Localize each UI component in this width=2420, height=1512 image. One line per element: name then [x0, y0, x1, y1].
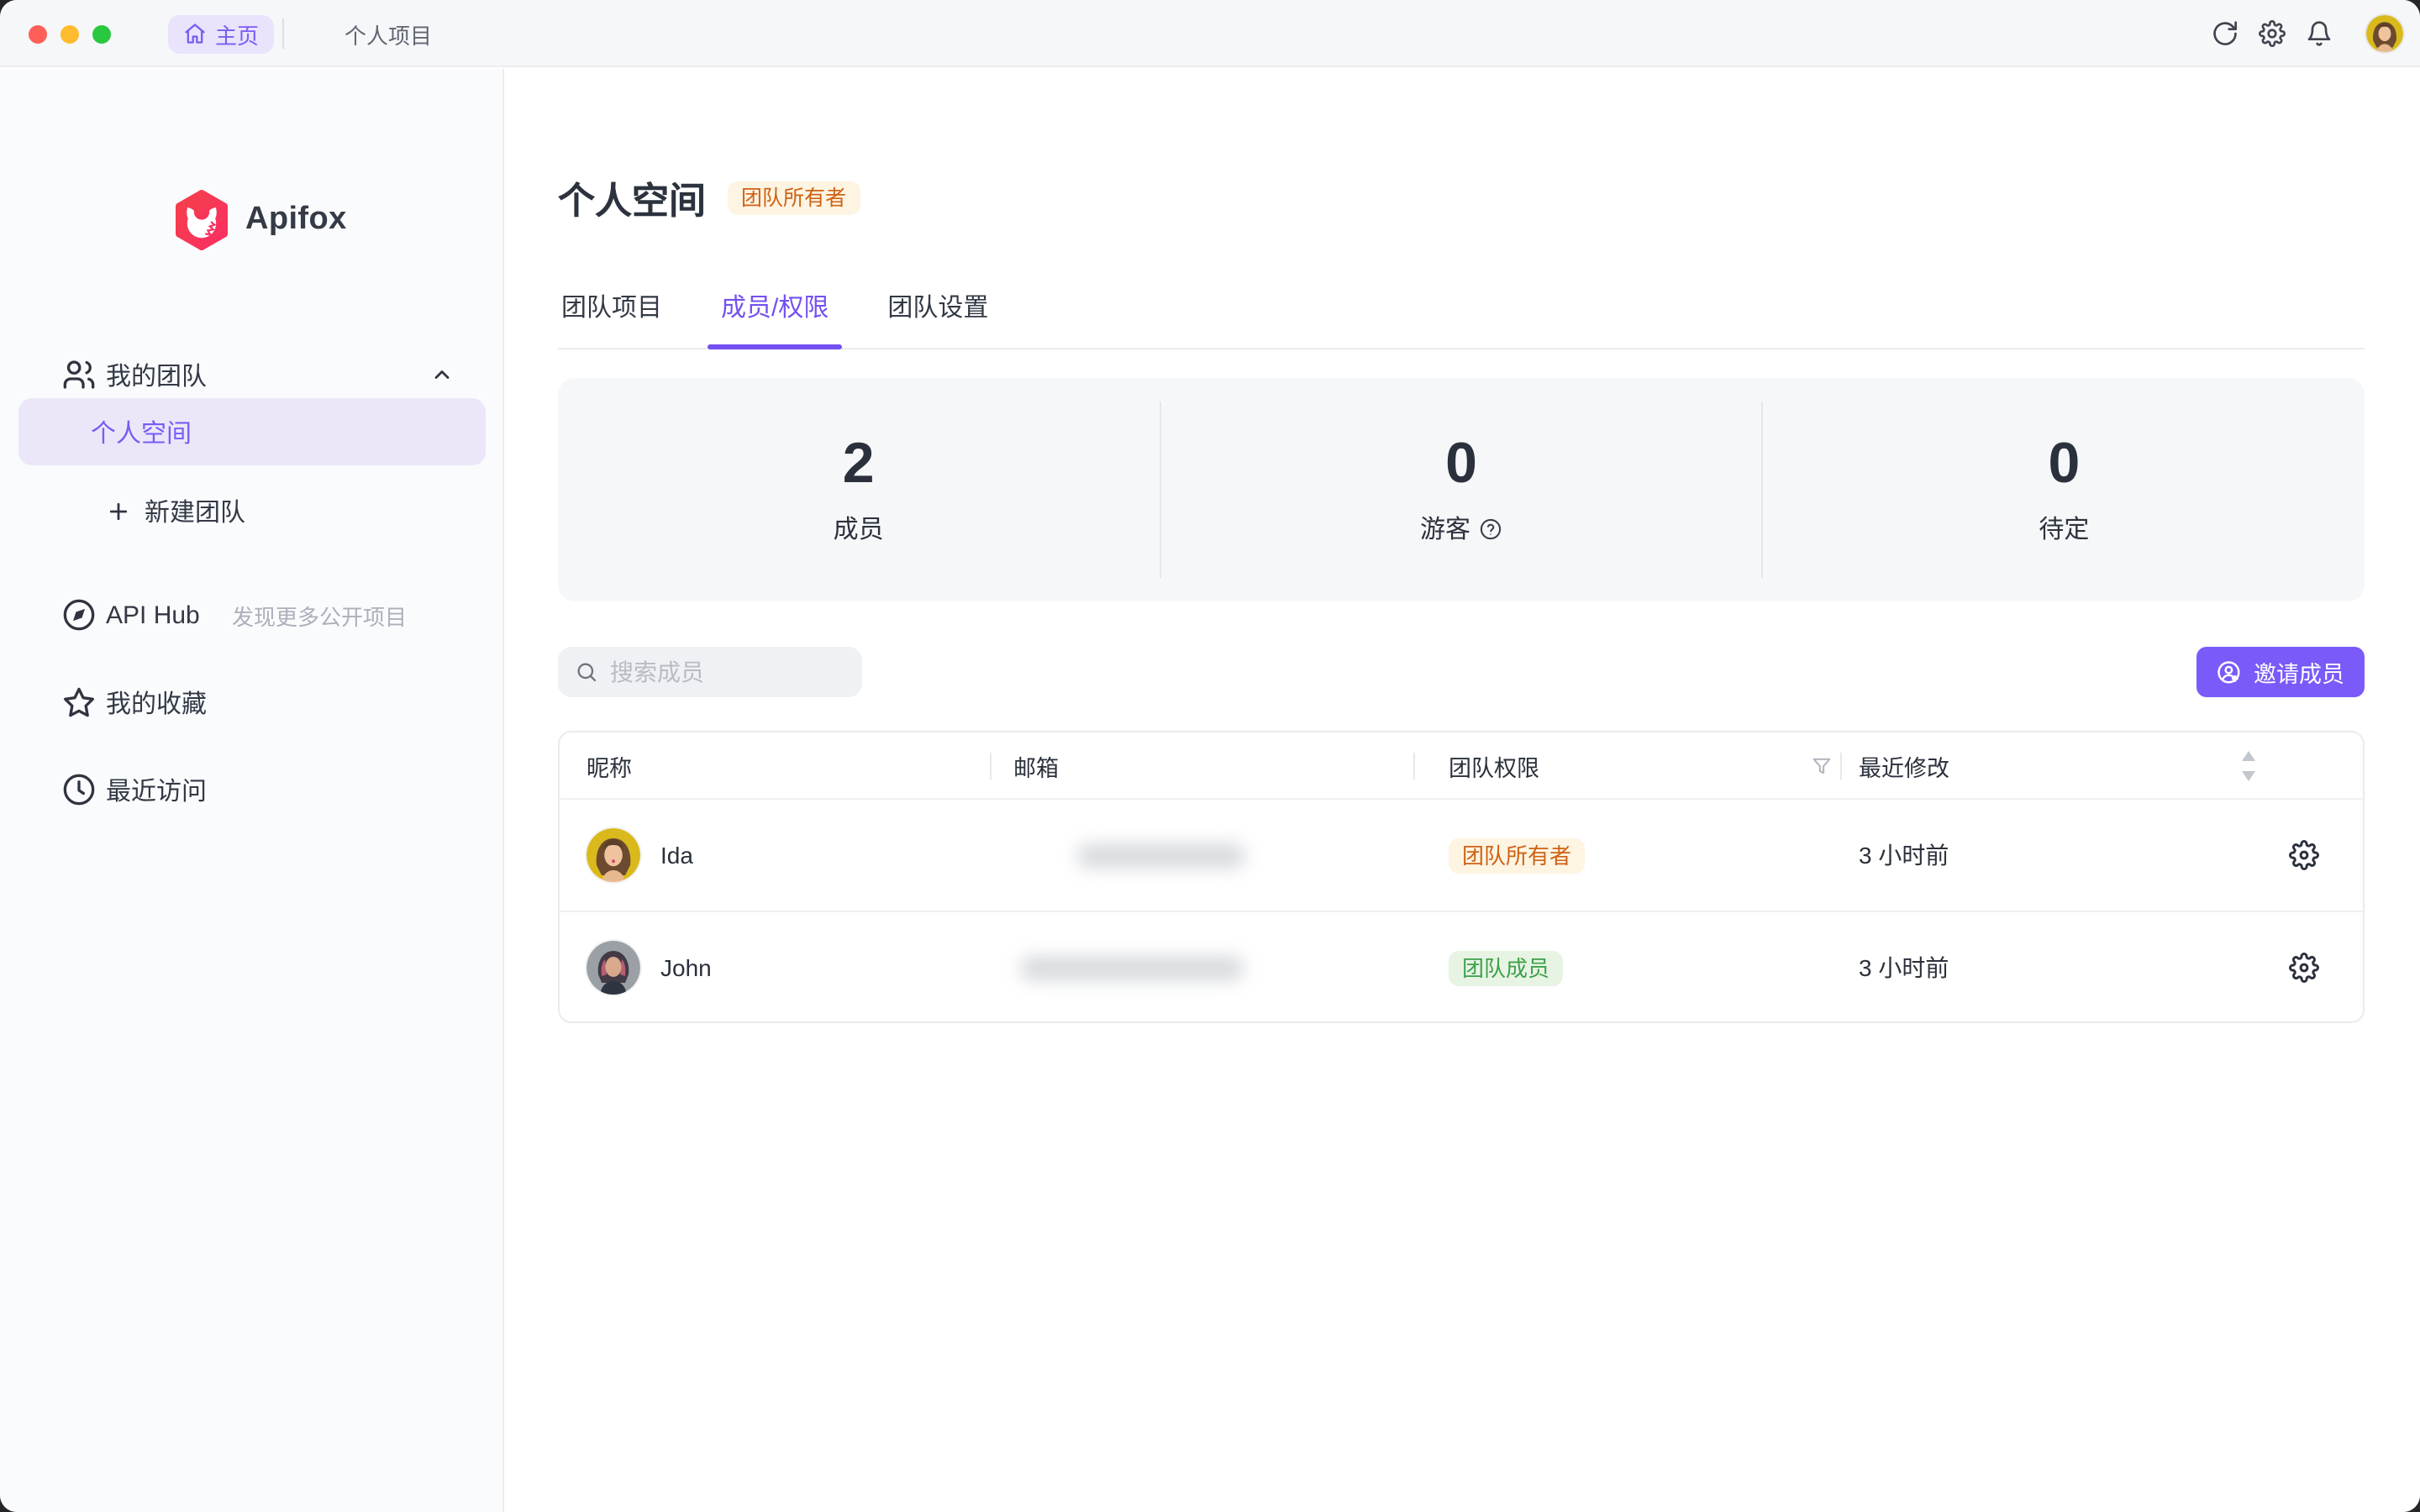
avatar: [587, 941, 640, 995]
sidebar-item-personal-space[interactable]: 个人空间: [18, 398, 486, 465]
column-header-email: 邮箱: [1013, 755, 1059, 780]
last-modified: 3 小时前: [1859, 954, 1949, 981]
tab-members-permissions[interactable]: 成员/权限: [708, 265, 843, 349]
apifox-logo-icon: [176, 190, 228, 250]
column-header-role: 团队权限: [1449, 755, 1539, 780]
close-window-button[interactable]: [29, 24, 47, 43]
sidebar-item-recent[interactable]: 最近访问: [0, 764, 504, 815]
notification-bell-icon[interactable]: [2306, 20, 2333, 47]
brand-name: Apifox: [245, 202, 347, 237]
topbar-divider: [282, 18, 284, 49]
main-content: 个人空间 团队所有者 团队项目 成员/权限 团队设置 2 成员 0 游客 0 待…: [506, 69, 2420, 1512]
column-header-modified: 最近修改: [1859, 755, 1949, 780]
table-row[interactable]: John 团队成员 3 小时前: [560, 911, 2363, 1021]
team-users-icon: [63, 360, 95, 389]
invite-user-icon: [2217, 660, 2240, 683]
search-icon: [577, 663, 597, 682]
filter-icon[interactable]: [1810, 754, 1833, 778]
member-name: John: [660, 954, 712, 981]
tab-team-settings[interactable]: 团队设置: [887, 294, 989, 323]
owner-badge: 团队所有者: [728, 181, 860, 216]
clock-icon: [63, 774, 95, 806]
last-modified: 3 小时前: [1859, 842, 1949, 869]
member-email-redacted: [1020, 956, 1244, 981]
sidebar-item-new-team[interactable]: 新建团队: [0, 486, 504, 536]
help-circle-icon[interactable]: [1479, 517, 1502, 540]
brand: Apifox: [173, 190, 347, 250]
home-icon: [185, 24, 205, 44]
zoom-window-button[interactable]: [92, 24, 111, 43]
member-name: Ida: [660, 842, 693, 869]
sync-icon[interactable]: [2212, 20, 2238, 47]
user-avatar[interactable]: [2366, 15, 2403, 52]
member-email-redacted: [1077, 843, 1245, 869]
compass-icon: [63, 599, 95, 631]
search-members-box: [558, 647, 862, 697]
tab-bar: 团队项目 成员/权限 团队设置: [558, 265, 2365, 349]
settings-icon[interactable]: [2259, 20, 2286, 47]
page-title: 个人空间: [558, 180, 707, 222]
table-header: 昵称 邮箱 团队权限 最近修改: [560, 732, 2363, 800]
role-badge: 团队成员: [1449, 950, 1564, 985]
table-row[interactable]: Ida 团队所有者 3 小时前: [560, 800, 2363, 911]
row-settings-icon[interactable]: [2289, 840, 2319, 870]
stat-members: 2 成员: [833, 431, 884, 545]
search-members-input[interactable]: [610, 659, 845, 685]
row-settings-icon[interactable]: [2289, 953, 2319, 983]
sidebar-item-api-hub[interactable]: API Hub 发现更多公开项目: [0, 590, 504, 640]
tab-team-projects[interactable]: 团队项目: [561, 294, 663, 323]
sidebar: Apifox 我的团队 个人空间 新建团队 API Hub 发现更多公开项目 我…: [0, 69, 504, 1512]
home-label: 主页: [215, 23, 260, 48]
home-button[interactable]: 主页: [168, 14, 275, 53]
stats-card: 2 成员 0 游客 0 待定: [558, 378, 2365, 601]
sidebar-item-my-teams[interactable]: 我的团队: [0, 349, 504, 400]
sort-icon[interactable]: [2240, 748, 2257, 785]
workspace-tab[interactable]: 个人项目: [345, 23, 433, 48]
avatar: [587, 828, 640, 882]
stat-guests: 0 游客: [1159, 378, 1761, 601]
star-icon: [64, 687, 94, 717]
sidebar-item-favorites[interactable]: 我的收藏: [0, 677, 504, 727]
api-hub-hint: 发现更多公开项目: [232, 604, 408, 629]
stat-pending: 0 待定: [1761, 378, 2365, 601]
minimize-window-button[interactable]: [60, 24, 79, 43]
topbar: 主页 个人项目: [0, 0, 2420, 67]
members-table: 昵称 邮箱 团队权限 最近修改 Ida 团队所有者 3 小时前: [558, 731, 2365, 1023]
plus-icon: [109, 501, 128, 520]
role-badge: 团队所有者: [1449, 837, 1586, 873]
invite-member-button[interactable]: 邀请成员: [2196, 647, 2365, 697]
chevron-up-icon[interactable]: [430, 363, 454, 386]
column-header-name: 昵称: [587, 755, 632, 780]
